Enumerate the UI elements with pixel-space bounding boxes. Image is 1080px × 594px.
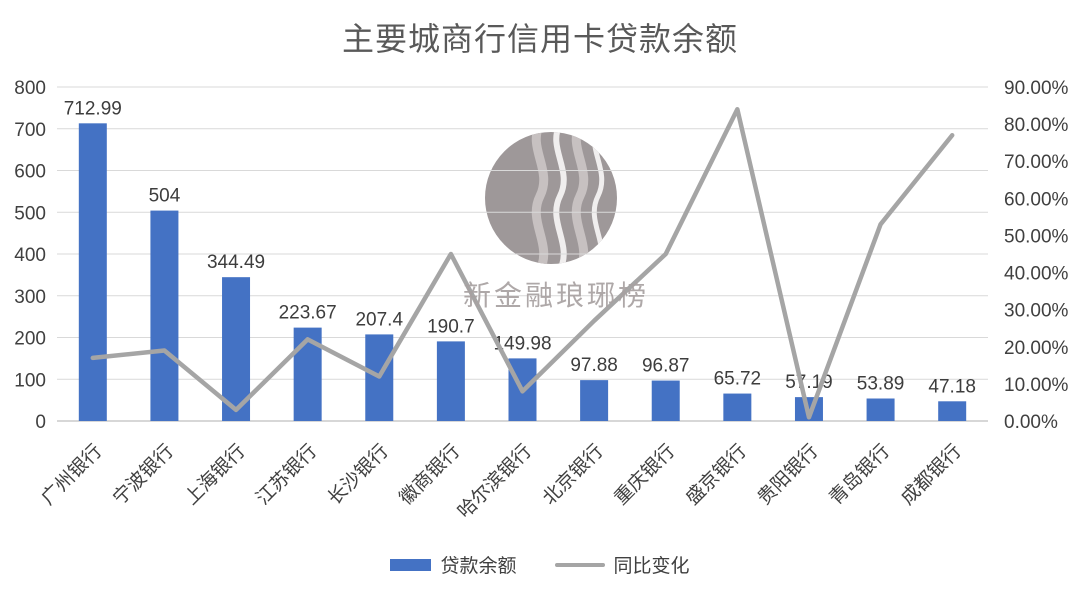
- legend-label-yoy-change: 同比变化: [613, 556, 690, 577]
- bar-青岛银行: [866, 398, 895, 421]
- bar-广州银行: [78, 123, 107, 422]
- category-label-上海银行: 上海银行: [180, 440, 249, 509]
- bar-value-label: 96.87: [642, 356, 690, 377]
- category-label-贵阳银行: 贵阳银行: [753, 440, 822, 509]
- category-label-青岛银行: 青岛银行: [825, 440, 894, 509]
- left-axis-tick-label: 0: [35, 412, 46, 433]
- bar-value-label: 190.7: [427, 316, 475, 337]
- category-label-哈尔滨银行: 哈尔滨银行: [453, 440, 536, 523]
- category-label-广州银行: 广州银行: [37, 440, 106, 509]
- bar-value-label: 223.67: [279, 303, 337, 324]
- left-axis-tick-label: 800: [14, 78, 46, 99]
- watermark-logo: [485, 132, 617, 264]
- legend-bar-swatch-icon: [390, 558, 432, 571]
- category-label-江苏银行: 江苏银行: [252, 440, 321, 509]
- bar-上海银行: [222, 277, 251, 421]
- category-label-重庆银行: 重庆银行: [610, 440, 679, 509]
- bar-宁波银行: [150, 210, 179, 421]
- right-axis-tick-label: 0.00%: [1004, 412, 1058, 433]
- right-axis-tick-label: 60.00%: [1004, 189, 1069, 210]
- right-axis-tick-label: 20.00%: [1004, 338, 1069, 359]
- watermark-waves-icon: [531, 132, 605, 264]
- left-axis-tick-label: 600: [14, 162, 46, 183]
- watermark-text: 新金融琅琊榜: [463, 280, 649, 311]
- right-axis-tick-label: 80.00%: [1004, 115, 1069, 136]
- right-axis-tick-label: 40.00%: [1004, 264, 1069, 285]
- legend-item-yoy-change: 同比变化: [554, 551, 690, 578]
- bar-徽商银行: [436, 341, 465, 421]
- bar-重庆银行: [651, 380, 680, 421]
- right-axis-tick-label: 90.00%: [1004, 78, 1069, 99]
- bar-成都银行: [938, 401, 967, 421]
- chart-title: 主要城商行信用卡贷款余额: [341, 21, 738, 57]
- bar-value-label: 504: [149, 186, 181, 207]
- legend-label-loan-balance: 贷款余额: [440, 556, 517, 577]
- category-label-宁波银行: 宁波银行: [109, 440, 178, 509]
- bar-value-label: 712.99: [64, 98, 122, 119]
- bar-value-label: 207.4: [355, 309, 403, 330]
- bar-series: [78, 123, 967, 422]
- bar-value-label: 65.72: [714, 369, 762, 390]
- right-axis-tick-label: 10.00%: [1004, 375, 1069, 396]
- left-axis-tick-label: 400: [14, 245, 46, 266]
- legend: 贷款余额 同比变化: [0, 551, 1080, 578]
- bar-value-label: 344.49: [207, 252, 265, 273]
- left-axis-tick-label: 300: [14, 287, 46, 308]
- left-axis-tick-label: 500: [14, 203, 46, 224]
- right-axis-tick-label: 70.00%: [1004, 152, 1069, 173]
- left-axis-tick-label: 200: [14, 329, 46, 350]
- bar-value-label: 53.89: [857, 374, 905, 395]
- category-label-盛京银行: 盛京银行: [682, 440, 751, 509]
- line-yoy-change: [90, 107, 955, 420]
- category-label-长沙银行: 长沙银行: [323, 440, 392, 509]
- left-axis-tick-label: 700: [14, 120, 46, 141]
- right-axis-tick-label: 50.00%: [1004, 226, 1069, 247]
- bar-value-label: 149.98: [493, 333, 551, 354]
- bar-盛京银行: [723, 393, 752, 421]
- right-axis-tick-label: 30.00%: [1004, 301, 1069, 322]
- category-label-徽商银行: 徽商银行: [395, 440, 464, 509]
- category-label-北京银行: 北京银行: [538, 440, 607, 509]
- bar-value-label: 47.18: [928, 376, 976, 397]
- legend-line-swatch-icon: [554, 562, 605, 567]
- legend-item-loan-balance: 贷款余额: [390, 551, 517, 578]
- left-axis-tick-label: 100: [14, 370, 46, 391]
- category-label-成都银行: 成都银行: [896, 440, 965, 509]
- bar-value-label: 97.88: [570, 355, 618, 376]
- bar-北京银行: [580, 380, 609, 421]
